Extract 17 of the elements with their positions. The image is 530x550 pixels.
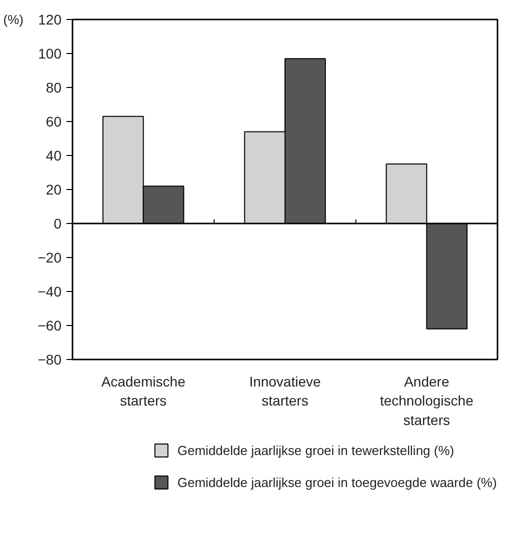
y-axis-title: (%) <box>3 12 24 27</box>
y-tick-label: −80 <box>38 352 62 368</box>
y-tick-label: 80 <box>46 80 62 96</box>
y-tick-label: 120 <box>38 12 62 28</box>
y-tick-label: 20 <box>46 182 62 198</box>
y-tick-label: 100 <box>38 46 62 62</box>
x-tick-label: Innovatieve starters <box>249 374 322 409</box>
y-tick-label: −60 <box>38 318 62 334</box>
legend-label: Gemiddelde jaarlijkse groei in tewerkstelling (%) <box>177 443 454 458</box>
x-tick-label: Academische starters <box>101 374 186 409</box>
y-tick-label: 60 <box>46 114 62 130</box>
y-tick-label: 0 <box>54 216 62 232</box>
y-tick-label: 40 <box>46 148 62 164</box>
y-tick-label: −40 <box>38 284 62 300</box>
x-tick-label: Andere technologische starters <box>380 374 474 428</box>
legend-label: Gemiddelde jaarlijkse groei in toegevoegde waarde (%) <box>177 475 497 490</box>
y-tick-label: −20 <box>38 250 62 266</box>
